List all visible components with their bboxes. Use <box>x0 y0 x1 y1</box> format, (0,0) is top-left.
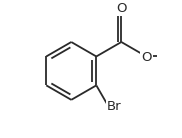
Text: Br: Br <box>106 100 121 113</box>
Text: O: O <box>141 51 152 64</box>
Text: O: O <box>116 2 127 15</box>
